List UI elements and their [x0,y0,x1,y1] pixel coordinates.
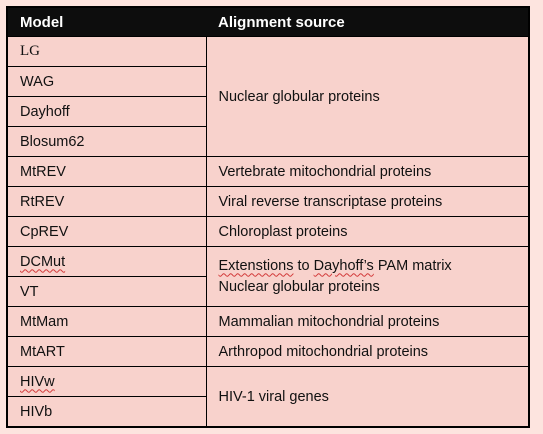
substitution-model-table: Model Alignment source LG Nuclear globul… [6,6,530,428]
model-cell-lg: LG [8,36,207,67]
table-row: WAG [8,66,528,97]
model-cell-dcmut: DCMut [8,246,207,277]
model-cell-rtrev: RtREV [8,186,207,217]
source-cell-nuclear-globular: Nuclear globular proteins [205,36,528,157]
model-cell-mtmam: MtMam [8,306,207,337]
table-row: MtMam Mammalian mitochondrial proteins [8,306,528,337]
header-alignment-source: Alignment source [206,8,528,37]
source-cell-cprev: Chloroplast proteins [205,216,528,247]
model-cell-dayhoff: Dayhoff [8,96,207,127]
model-cell-mtart: MtART [8,336,207,367]
table-row: MtART Arthropod mitochondrial proteins [8,336,528,367]
source-cell-mtmam: Mammalian mitochondrial proteins [205,306,528,337]
model-cell-cprev: CpREV [8,216,207,247]
table-row: Blosum62 [8,126,528,157]
model-label-dcmut: DCMut [20,253,66,270]
source-text-suffix: PAM matrix [373,257,452,274]
model-cell-vt: VT [8,276,207,307]
header-model: Model [8,8,206,37]
table-row: LG Nuclear globular proteins [8,36,528,157]
table-header-row: Model Alignment source [8,8,528,37]
model-cell-wag: WAG [8,66,207,97]
table-row: VT [8,276,528,307]
model-table: Model Alignment source LG Nuclear globul… [8,8,528,427]
source-line-vt: Nuclear globular proteins [218,278,380,295]
misspelled-word: Extenstions [218,257,294,274]
source-cell-rtrev: Viral reverse transcriptase proteins [205,186,528,217]
table-row: MtREV Vertebrate mitochondrial proteins [8,156,528,187]
source-cell-mtart: Arthropod mitochondrial proteins [205,336,528,367]
model-label-hivw: HIVw [20,373,55,390]
source-cell-hiv: HIV-1 viral genes [205,366,528,427]
table-row: HIVb [8,396,528,427]
table-row: HIVw HIV-1 viral genes [8,366,528,427]
table-row: RtREV Viral reverse transcriptase protei… [8,186,528,217]
possessive-word: Dayhoff’s [313,257,374,274]
model-cell-hivb: HIVb [8,396,207,427]
source-line-dcmut: Extenstions to Dayhoff’s PAM matrix [219,256,517,277]
source-text-mid: to [293,257,314,274]
table-row: DCMut Extenstions to Dayhoff’s PAM matri… [8,246,528,307]
source-cell-dcmut-vt: Extenstions to Dayhoff’s PAM matrix Nucl… [205,246,528,307]
model-cell-hivw: HIVw [8,366,207,397]
table-row: CpREV Chloroplast proteins [8,216,528,247]
source-cell-mtrev: Vertebrate mitochondrial proteins [205,156,528,187]
model-cell-mtrev: MtREV [8,156,207,187]
table-row: Dayhoff [8,96,528,127]
model-cell-blosum62: Blosum62 [8,126,207,157]
